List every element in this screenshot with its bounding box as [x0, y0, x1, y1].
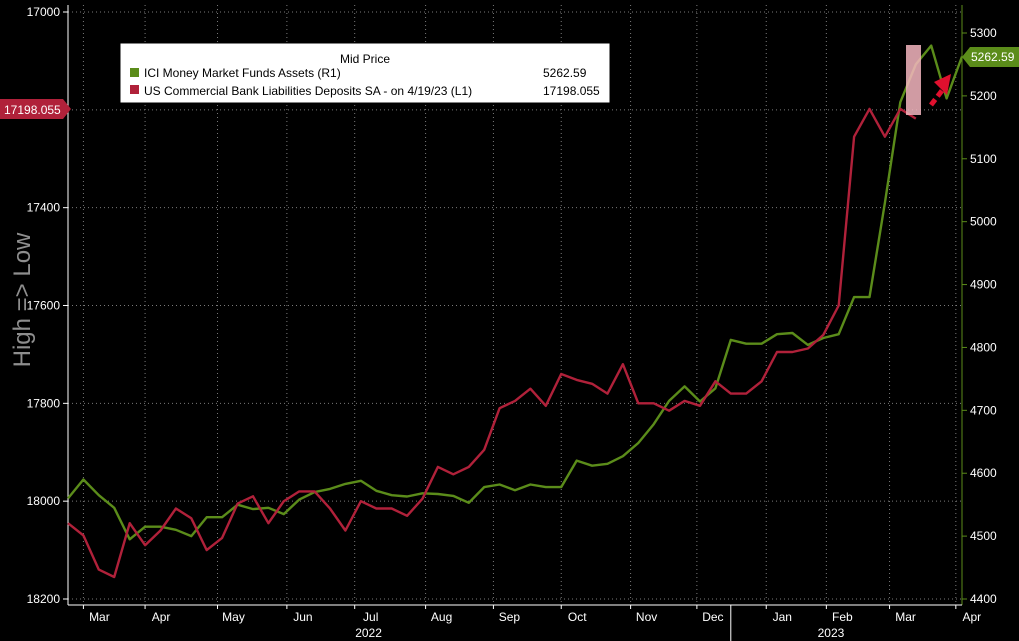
right-tick-label: 5000	[970, 215, 997, 229]
legend-value-bank-deposits: 17198.055	[543, 84, 600, 98]
right-tick-label: 4700	[970, 403, 997, 417]
highlight-box	[906, 45, 921, 115]
left-tick-label: 17600	[27, 299, 61, 313]
legend-label-money-market: ICI Money Market Funds Assets (R1)	[144, 66, 341, 80]
right-tick-label: 4900	[970, 278, 997, 292]
x-month-label: Nov	[636, 610, 657, 624]
x-month-label: Dec	[702, 610, 723, 624]
x-month-label: Apr	[152, 610, 171, 624]
right-tick-label: 4400	[970, 592, 997, 606]
x-year-label: 2023	[818, 626, 845, 640]
right-tick-label: 4600	[970, 466, 997, 480]
right-tick-label: 5100	[970, 152, 997, 166]
right-tick-label: 4500	[970, 529, 997, 543]
legend-label-bank-deposits: US Commercial Bank Liabilities Deposits …	[144, 84, 472, 98]
legend-box	[119, 42, 611, 104]
left-tick-label: 17000	[27, 5, 61, 19]
right-tick-label: 4800	[970, 340, 997, 354]
x-month-label: Mar	[895, 610, 916, 624]
x-month-label: Jul	[363, 610, 378, 624]
x-month-label: Apr	[962, 610, 981, 624]
x-month-label: May	[222, 610, 245, 624]
legend-swatch-bank-deposits	[130, 85, 139, 94]
left-tick-label: 17400	[27, 201, 61, 215]
right-last-value: 5262.59	[971, 50, 1015, 64]
grid	[68, 5, 962, 605]
x-axis: Mar Apr May Jun Jul Aug Sep Oct Nov Dec Jan Feb Mar A…	[68, 604, 981, 641]
left-axis-label: High => Low	[9, 232, 36, 367]
left-last-value: 17198.055	[4, 103, 61, 117]
arrow-icon	[929, 74, 951, 107]
legend-value-money-market: 5262.59	[543, 66, 587, 80]
right-last-value-tag: 5262.59	[962, 47, 1019, 67]
left-tick-label: 18000	[27, 494, 61, 508]
right-tick-label: 5200	[970, 89, 997, 103]
left-last-value-tag: 17198.055	[0, 99, 71, 119]
x-month-label: Jun	[293, 610, 312, 624]
left-axis: 17000172001740017600178001800018200	[27, 5, 69, 606]
legend: Mid Price ICI Money Market Funds Assets …	[119, 42, 611, 104]
series-layer	[67, 44, 964, 579]
x-month-label: Sep	[499, 610, 521, 624]
x-month-label: Mar	[89, 610, 110, 624]
legend-title: Mid Price	[340, 52, 390, 66]
right-axis: 4400 4500 4600 4700 4800 4900 5000 5100 5200 5300	[961, 5, 997, 606]
legend-swatch-money-market	[130, 68, 139, 77]
left-tick-label: 17800	[27, 396, 61, 410]
series-line-bank-deposits	[67, 107, 917, 579]
x-month-label: Oct	[568, 610, 587, 624]
x-month-label: Aug	[431, 610, 452, 624]
x-month-label: Jan	[773, 610, 792, 624]
x-month-label: Feb	[832, 610, 853, 624]
x-year-label: 2022	[355, 626, 382, 640]
right-tick-label: 5300	[970, 26, 997, 40]
left-tick-label: 18200	[27, 592, 61, 606]
